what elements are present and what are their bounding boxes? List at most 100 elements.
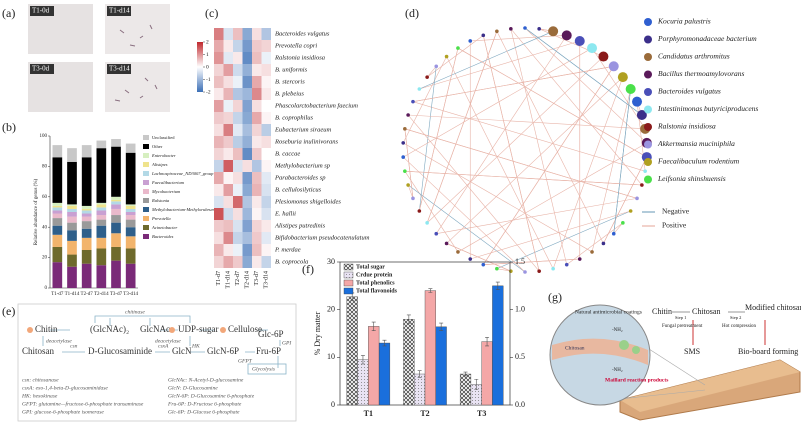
label: Step 2 [730, 315, 741, 320]
error-bar [360, 355, 365, 365]
enzyme: GPI [282, 340, 292, 346]
heatmap-cell [223, 28, 233, 40]
legend-label: Candidatus arthromitus [658, 52, 730, 61]
note: GlcN-6P: D-Glucosamine 6-phosphate [168, 393, 255, 399]
edge [426, 35, 484, 78]
heatmap-cell [223, 160, 233, 172]
label: Maillard reaction products [605, 377, 668, 383]
bar [378, 342, 391, 406]
heatmap-cell [223, 220, 233, 232]
bar-segment [52, 218, 63, 226]
micrograph-label: T3-0d [32, 65, 50, 73]
node [523, 270, 527, 274]
heatmap-cell [223, 232, 233, 244]
legend-label: Bacteroides vulgatus [658, 87, 721, 96]
heatmap-cell [214, 244, 224, 256]
dot [220, 327, 226, 333]
column-label: T3-d7 [254, 271, 260, 286]
heatmap-cell [214, 124, 224, 136]
bar-segment [96, 248, 107, 266]
node: Glc-6P [258, 329, 284, 339]
heatmap-cell [214, 184, 224, 196]
edge [407, 114, 540, 272]
bar-segment [81, 228, 92, 238]
bar [368, 326, 380, 406]
edge [591, 47, 646, 129]
network [401, 26, 652, 274]
heatmap-cell [214, 112, 224, 124]
heatmap-cell [233, 52, 243, 64]
row-label: Plesiomonas shigelloides [274, 198, 341, 205]
heatmap-cell [252, 220, 262, 232]
error-bar [495, 281, 500, 290]
edge [404, 128, 414, 199]
legend-label: Ralstonia insidiosa [657, 122, 716, 131]
bar-segment [52, 262, 63, 288]
node [401, 141, 406, 145]
bar-segment [67, 204, 77, 206]
node [564, 262, 569, 267]
node [509, 269, 513, 273]
y-tick-label: 10 [327, 352, 335, 361]
node [617, 72, 628, 83]
colorbar-label: 0 [206, 64, 209, 70]
legend-label: Total flavonoids [356, 288, 398, 294]
y-axis-label: % Dry matter [313, 311, 322, 355]
bar-segment [96, 207, 107, 211]
legend-label: Akkermansia muciniphila [657, 139, 735, 148]
row-label: Methylobacterium sp [274, 162, 331, 169]
note: GlcN: D-Glucosamine [168, 385, 218, 391]
heatmap-cell [233, 256, 243, 268]
bar-segment [111, 201, 121, 205]
legend-swatch [143, 180, 149, 185]
edge [436, 35, 567, 234]
bar-segment [96, 148, 107, 203]
bar-segment [52, 210, 63, 214]
bar-segment [81, 263, 92, 288]
heatmap-cell [252, 112, 262, 124]
bar-segment [67, 266, 77, 288]
node [444, 54, 449, 59]
enzyme: csxA [158, 343, 169, 349]
node [537, 269, 541, 273]
node [635, 196, 639, 201]
bar-segment [67, 205, 77, 209]
micrograph-label: T1-d14 [109, 7, 130, 15]
bar-segment [111, 139, 121, 147]
node: UDP-sugar [178, 324, 219, 334]
bar [481, 341, 493, 406]
heatmap-cell [261, 160, 271, 172]
heatmap-cell [233, 244, 243, 256]
legend-label: Lachnospiraceae_ND3007_group [151, 171, 214, 176]
heatmap-cell [261, 124, 271, 136]
row-label: Roseburia inulinivorans [274, 138, 338, 145]
pathway [17, 303, 297, 422]
bar-segment [96, 210, 107, 216]
node [636, 110, 647, 121]
bar-segment [111, 204, 121, 209]
legend-label: Porphyromonadaceae bacterium [657, 34, 757, 43]
note: Fru-6P: D-Fructose 6-phosphate [167, 401, 242, 407]
heatmap-cell [233, 124, 243, 136]
edge [436, 198, 638, 235]
bar-segment [111, 260, 121, 288]
x-tick-label: T3 [477, 409, 486, 418]
bar-segment [67, 148, 77, 162]
heatmap-cell [252, 76, 262, 88]
label: Chitosan [565, 345, 585, 351]
error-bar [406, 314, 411, 324]
heatmap-cell [242, 100, 252, 112]
heatmap-cell [233, 184, 243, 196]
panel-label: (e) [2, 304, 15, 318]
enzyme: GFPT [238, 358, 253, 364]
heatmap-cell [242, 232, 252, 244]
heatmap-cell [223, 184, 233, 196]
heatmap-cell [214, 52, 224, 64]
legend-label: Mycobacterium [151, 189, 181, 194]
label: Fungal pretreatment [662, 324, 703, 329]
heatmap-cell [223, 40, 233, 52]
bar [492, 285, 504, 406]
bar [459, 373, 472, 406]
edge [510, 28, 643, 186]
